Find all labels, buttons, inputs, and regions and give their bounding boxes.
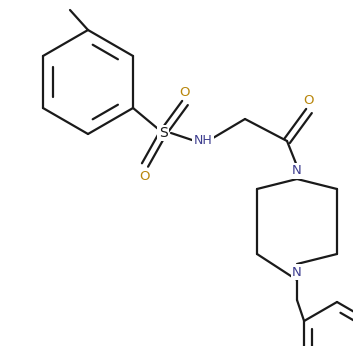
Text: O: O bbox=[180, 85, 190, 99]
Text: O: O bbox=[304, 93, 314, 107]
Text: NH: NH bbox=[194, 135, 213, 147]
Text: N: N bbox=[292, 164, 302, 177]
Text: N: N bbox=[292, 265, 302, 279]
Text: S: S bbox=[158, 126, 167, 140]
Text: O: O bbox=[140, 170, 150, 182]
